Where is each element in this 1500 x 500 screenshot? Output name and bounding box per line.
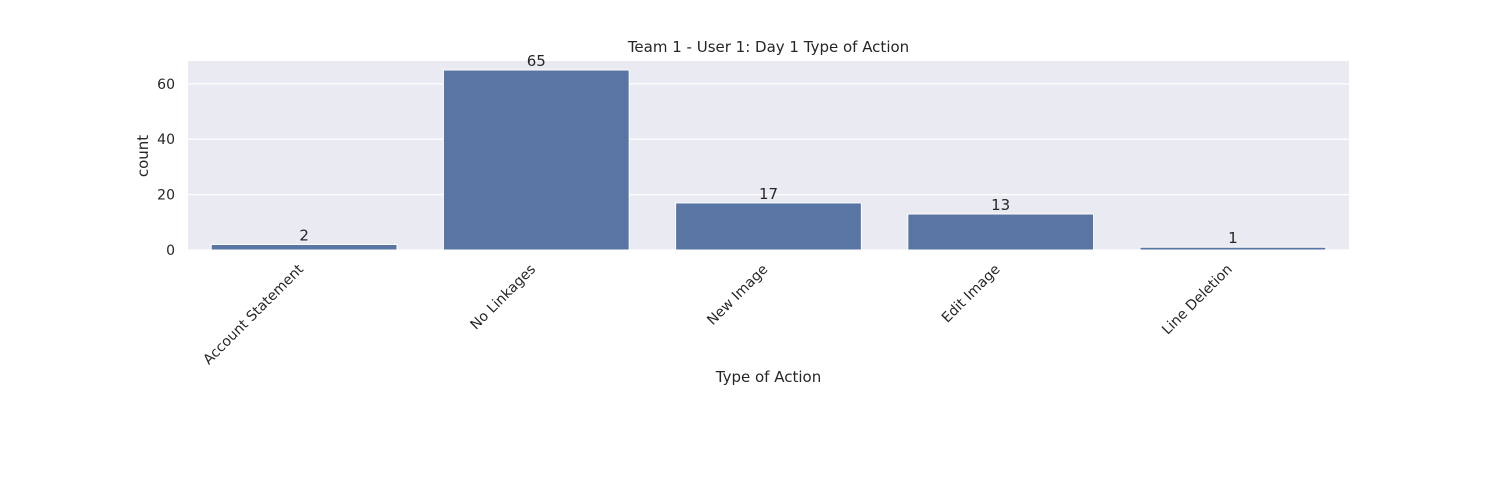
y-tick-label-0: 0 xyxy=(166,243,175,259)
x-tick-label-new-image: New Image xyxy=(704,262,771,329)
data-labels: 2 65 17 13 1 xyxy=(299,52,1237,247)
bar-account-statement xyxy=(210,243,398,251)
y-tick-labels: 0 20 40 60 xyxy=(157,77,175,259)
y-tick-label-60: 60 xyxy=(157,77,175,93)
y-tick-label-20: 20 xyxy=(157,188,175,204)
y-axis-label: count xyxy=(134,135,152,177)
x-tick-label-no-linkages: No Linkages xyxy=(468,262,540,334)
x-tick-label-edit-image: Edit Image xyxy=(939,262,1004,327)
data-label-edit-image: 13 xyxy=(991,196,1010,214)
chart-title: Team 1 - User 1: Day 1 Type of Action xyxy=(627,38,909,56)
data-label-new-image: 17 xyxy=(759,185,778,203)
data-label-line-deletion: 1 xyxy=(1228,229,1238,247)
bar-edit-image xyxy=(907,213,1095,251)
x-tick-labels: Account Statement No Linkages New Image Edi… xyxy=(200,261,1235,368)
data-label-account-statement: 2 xyxy=(299,226,309,244)
x-axis-label: Type of Action xyxy=(715,368,821,386)
bar-no-linkages xyxy=(442,69,630,251)
bar-line-deletion xyxy=(1139,246,1327,251)
bars xyxy=(210,69,1327,251)
y-tick-label-40: 40 xyxy=(157,132,175,148)
bar-new-image xyxy=(675,202,862,251)
x-tick-label-line-deletion: Line Deletion xyxy=(1159,262,1236,339)
x-tick-label-account-statement: Account Statement xyxy=(200,261,307,368)
data-label-no-linkages: 65 xyxy=(527,52,546,70)
